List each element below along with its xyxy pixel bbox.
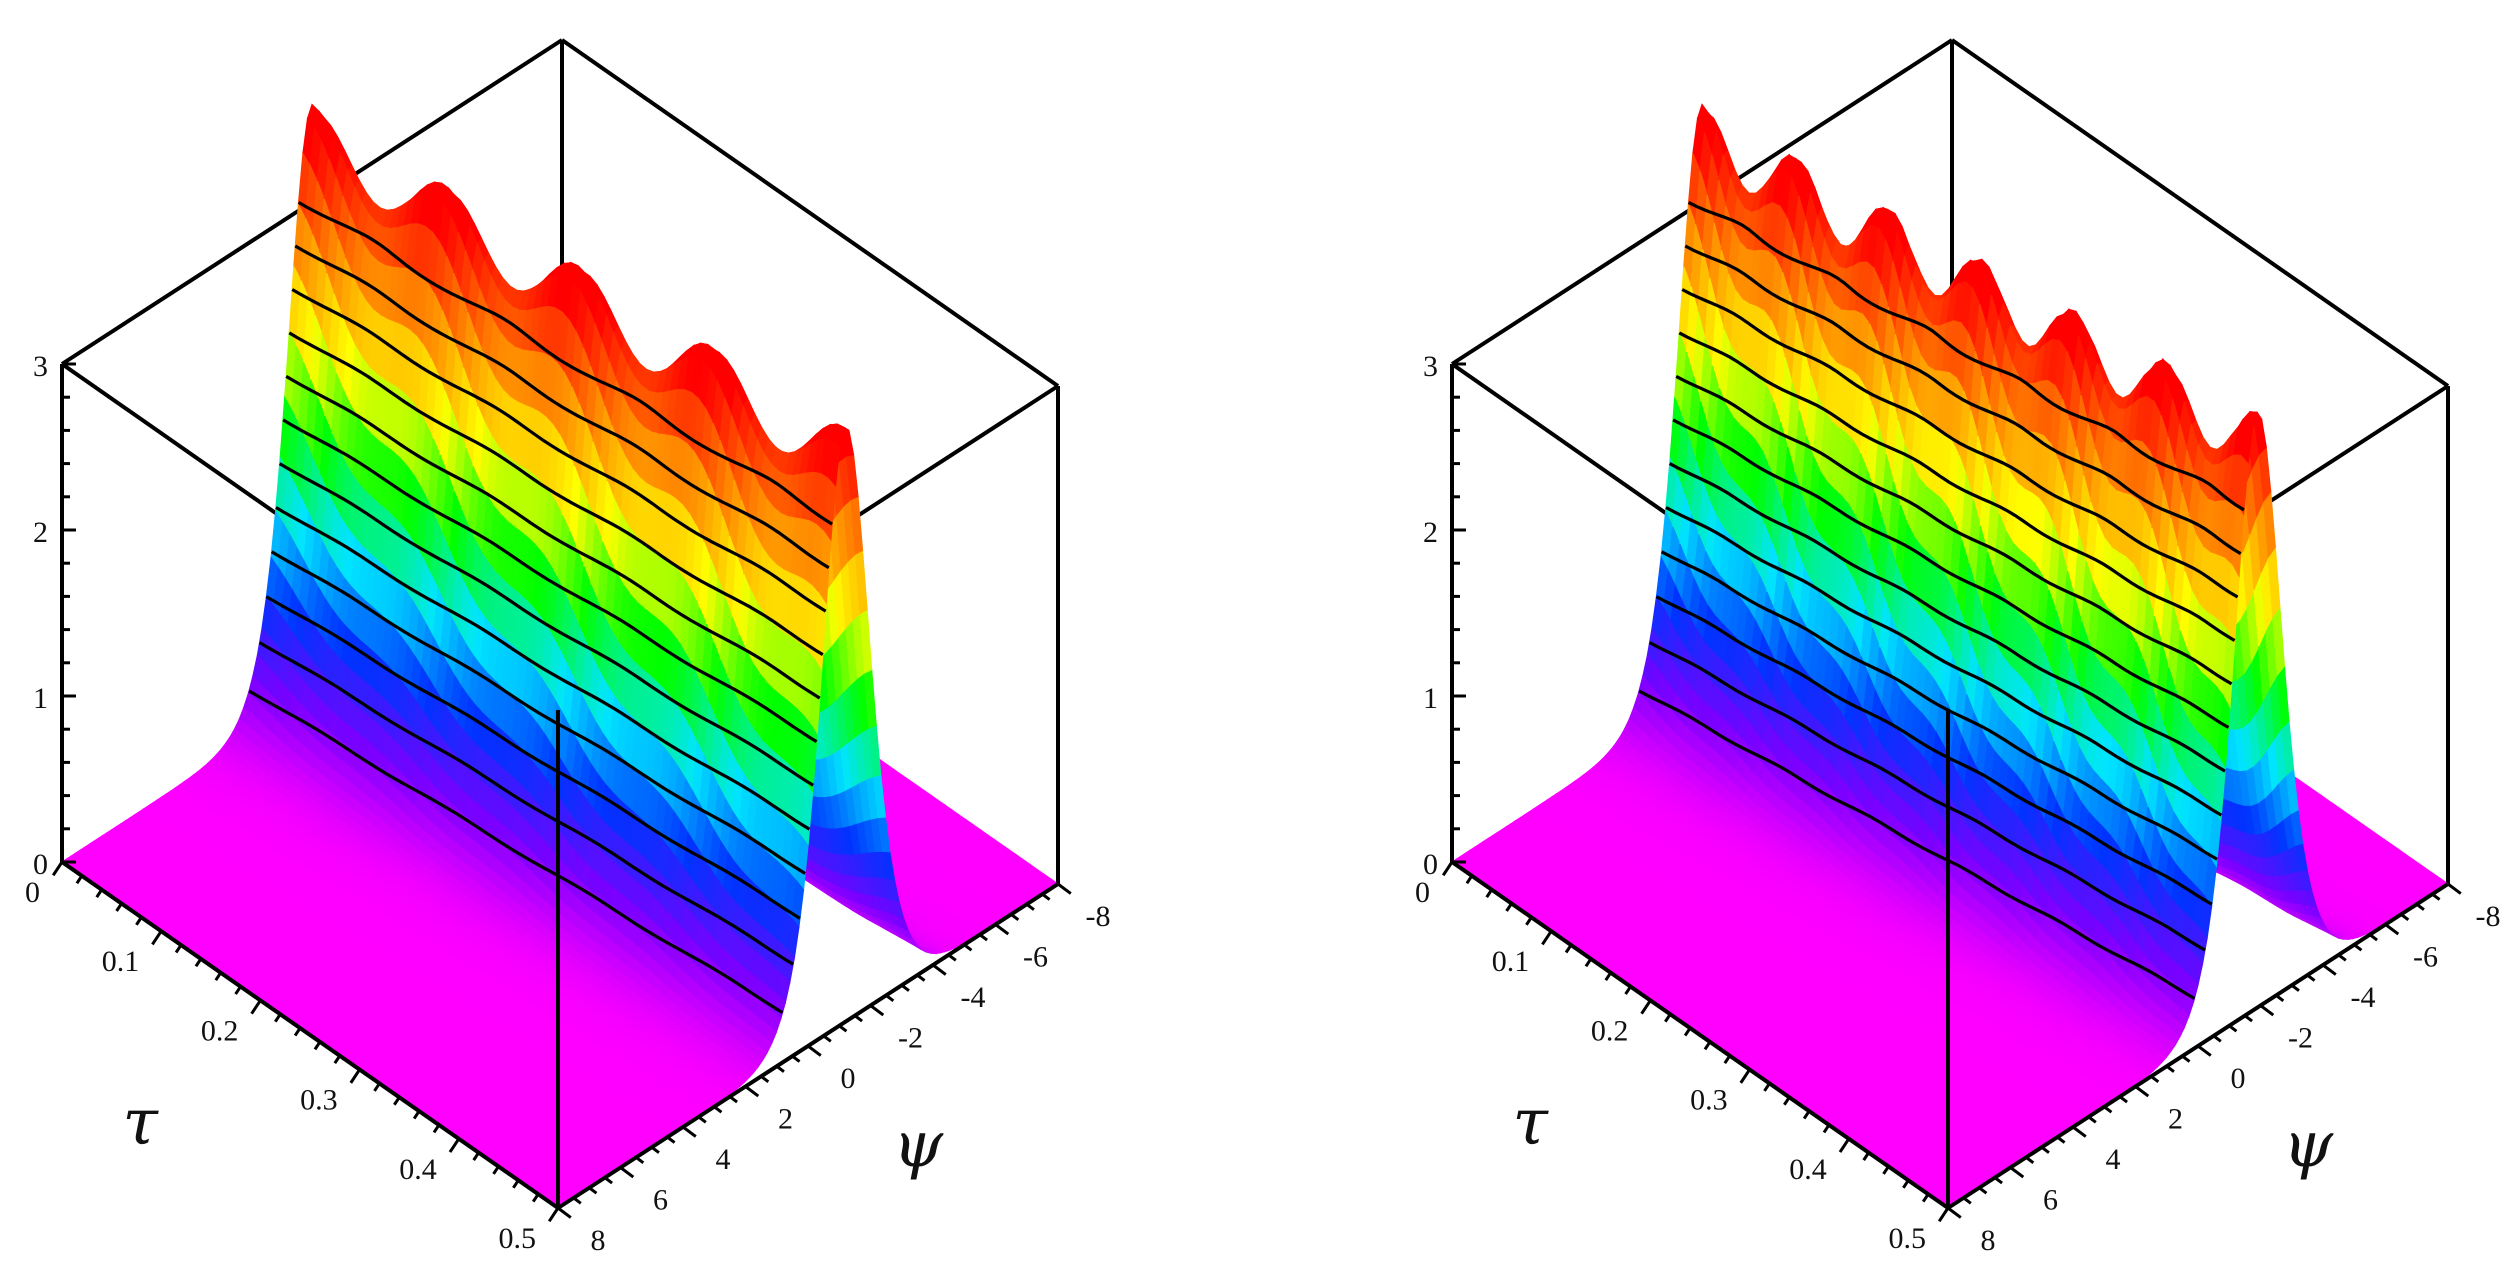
box-edge-back: [560, 38, 1060, 388]
surface-mesh: [60, 103, 1060, 1209]
